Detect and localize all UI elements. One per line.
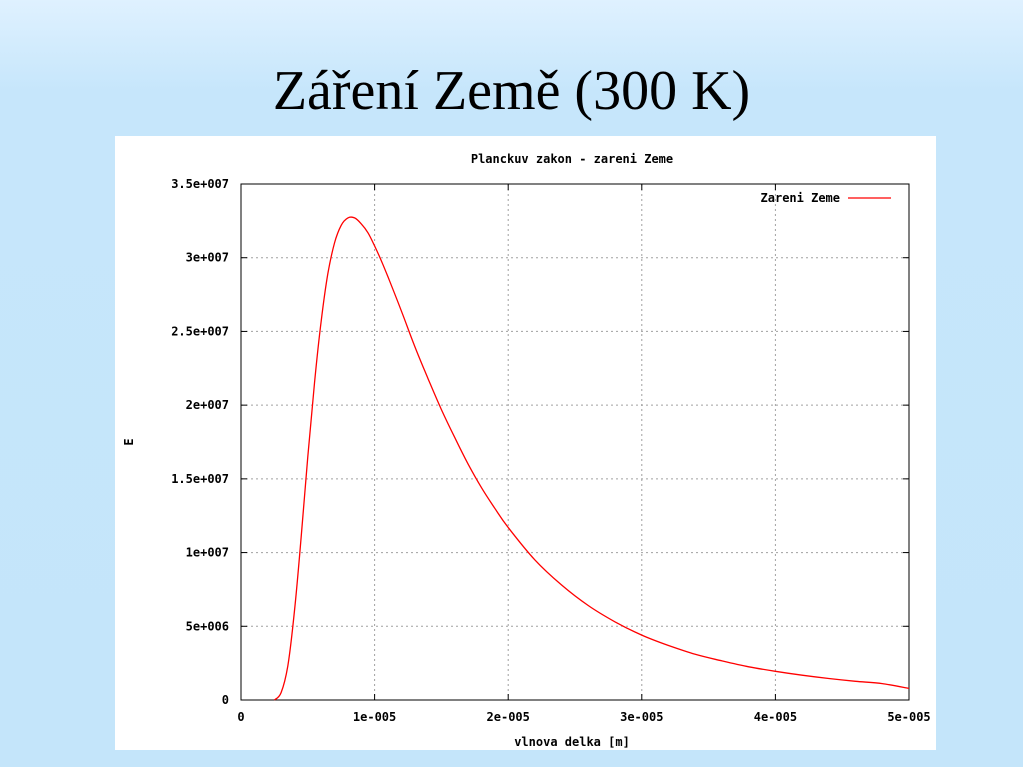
series-line	[273, 216, 910, 701]
y-axis-label: E	[122, 438, 136, 445]
x-tick-label: 3e-005	[620, 710, 663, 724]
grid-lines	[241, 184, 909, 700]
y-tick-label: 5e+006	[186, 619, 229, 633]
y-tick-label: 0	[222, 693, 229, 707]
plot-panel: 0 1e-005 2e-005 3e-005 4e-005 5e-005 0 5e+006 1e…	[115, 136, 936, 750]
x-tick-label: 2e-005	[487, 710, 530, 724]
y-tick-label: 3.5e+007	[171, 177, 229, 191]
chart-title: Planckuv zakon - zareni Zeme	[471, 152, 673, 166]
series-layer	[273, 216, 910, 701]
y-tick-label: 2.5e+007	[171, 324, 229, 338]
plot-frame	[240, 183, 910, 701]
x-tick-label: 5e-005	[887, 710, 930, 724]
legend-label: Zareni Zeme	[761, 191, 840, 205]
x-tick-label: 1e-005	[353, 710, 396, 724]
y-tick-label: 3e+007	[186, 251, 229, 265]
x-tick-label: 4e-005	[754, 710, 797, 724]
y-tick-label: 2e+007	[186, 398, 229, 412]
x-axis-label: vlnova delka [m]	[514, 735, 630, 749]
y-tick-label: 1.5e+007	[171, 472, 229, 486]
y-tick-label: 1e+007	[186, 546, 229, 560]
axis-ticks: 0 1e-005 2e-005 3e-005 4e-005 5e-005 0 5e+006 1e…	[171, 177, 930, 724]
slide-title: Záření Země (300 K)	[272, 60, 751, 122]
planck-chart: 0 1e-005 2e-005 3e-005 4e-005 5e-005 0 5e+006 1e…	[122, 152, 931, 749]
legend: Zareni Zeme	[761, 191, 891, 205]
x-tick-label: 0	[237, 710, 244, 724]
